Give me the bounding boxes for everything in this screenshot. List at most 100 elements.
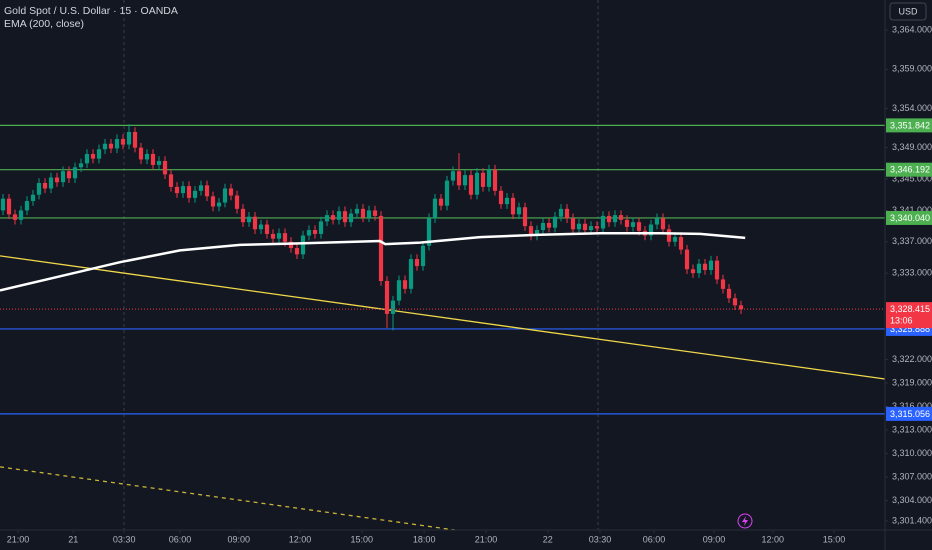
candle-body (720, 279, 726, 289)
x-tick-label: 09:00 (228, 534, 251, 544)
candle-body (42, 182, 48, 189)
candle-body (96, 149, 102, 159)
candle-body (210, 196, 216, 207)
y-tick-label: 3,359.000 (892, 64, 932, 74)
candle-body (630, 222, 636, 227)
level-label-box (886, 162, 932, 177)
candle-body (690, 269, 696, 274)
candle-body (420, 245, 426, 267)
candle-body (48, 177, 54, 189)
y-tick-label: 3,345.000 (892, 173, 932, 183)
y-tick-label: 3,337.000 (892, 236, 932, 246)
x-tick-label: 12:00 (289, 534, 312, 544)
x-tick-label: 15:00 (351, 534, 374, 544)
candle-body (270, 233, 276, 239)
candle-body (666, 229, 672, 242)
x-tick-label: 21:00 (475, 534, 498, 544)
candle-body (414, 259, 420, 267)
candle-body (312, 230, 318, 234)
candle-body (480, 172, 486, 187)
candle-body (534, 230, 540, 236)
level-label: 3,315.056 (890, 409, 930, 419)
level-label: 3,340.040 (890, 213, 930, 223)
candle-body (294, 248, 300, 255)
candle-body (372, 210, 378, 216)
candle-body (624, 219, 630, 227)
candle-body (240, 208, 246, 223)
candle-body (390, 300, 396, 314)
candle-body (276, 233, 282, 239)
candle-body (282, 233, 288, 242)
candle-body (288, 241, 294, 249)
candle-body (552, 216, 558, 228)
candle-body (726, 288, 732, 299)
x-tick-label: 03:30 (589, 534, 612, 544)
x-tick-label: 22 (543, 534, 553, 544)
x-tick-label: 09:00 (703, 534, 726, 544)
level-label-box (886, 210, 932, 225)
candle-body (222, 188, 228, 203)
candle-body (54, 177, 60, 183)
candle-body (678, 237, 684, 250)
candle-body (378, 215, 384, 281)
level-label-box (886, 118, 932, 133)
candle-body (246, 216, 252, 223)
level-label-box (886, 406, 932, 421)
candle-body (426, 218, 432, 246)
candle-body (114, 139, 120, 149)
candle-body (528, 226, 534, 236)
candle-body (216, 202, 222, 207)
candle-body (450, 171, 456, 181)
currency-button[interactable] (889, 2, 927, 21)
y-tick-label: 3,310.000 (892, 448, 932, 458)
candle-body (708, 260, 714, 271)
y-tick-label: 3,301.400 (892, 515, 932, 525)
candle-body (204, 185, 210, 197)
candle-body (570, 218, 576, 230)
candle-body (192, 190, 198, 198)
event-icon[interactable] (737, 513, 753, 529)
candle-body (636, 222, 642, 231)
x-tick-label: 15:00 (823, 534, 846, 544)
candle-body (618, 215, 624, 220)
candle-body (132, 131, 138, 148)
candle-body (660, 218, 666, 230)
ema-line (0, 231, 746, 292)
currency-label[interactable]: USD (898, 6, 918, 16)
candle-body (558, 208, 564, 217)
candle-body (696, 263, 702, 274)
y-tick-label: 3,341.000 (892, 205, 932, 215)
candle-body (384, 280, 390, 314)
candle-body (456, 171, 462, 186)
candle-body (336, 211, 342, 220)
trendline (0, 255, 886, 380)
y-tick-label: 3,322.000 (892, 354, 932, 364)
x-tick-label: 06:00 (643, 534, 666, 544)
x-tick-label: 12:00 (762, 534, 785, 544)
candle-body (102, 143, 108, 150)
candle-body (0, 198, 6, 211)
x-tick-label: 18:00 (413, 534, 436, 544)
candle-body (732, 298, 738, 306)
candle-body (150, 153, 156, 165)
candle-body (468, 175, 474, 195)
candle-body (516, 207, 522, 215)
y-tick-label: 3,313.000 (892, 424, 932, 434)
candle-body (432, 198, 438, 219)
event-icon-bolt (742, 516, 748, 526)
candle-body (564, 208, 570, 219)
x-tick-label: 21:00 (7, 534, 30, 544)
candle-body (90, 153, 96, 159)
candle-body (348, 213, 354, 223)
candle-body (72, 167, 78, 179)
y-tick-label: 3,354.000 (892, 103, 932, 113)
candle-body (714, 260, 720, 280)
candle-body (168, 174, 174, 187)
candle-body (318, 221, 324, 234)
plot-area (0, 124, 886, 531)
candle-body (120, 139, 126, 145)
candle-body (684, 249, 690, 270)
